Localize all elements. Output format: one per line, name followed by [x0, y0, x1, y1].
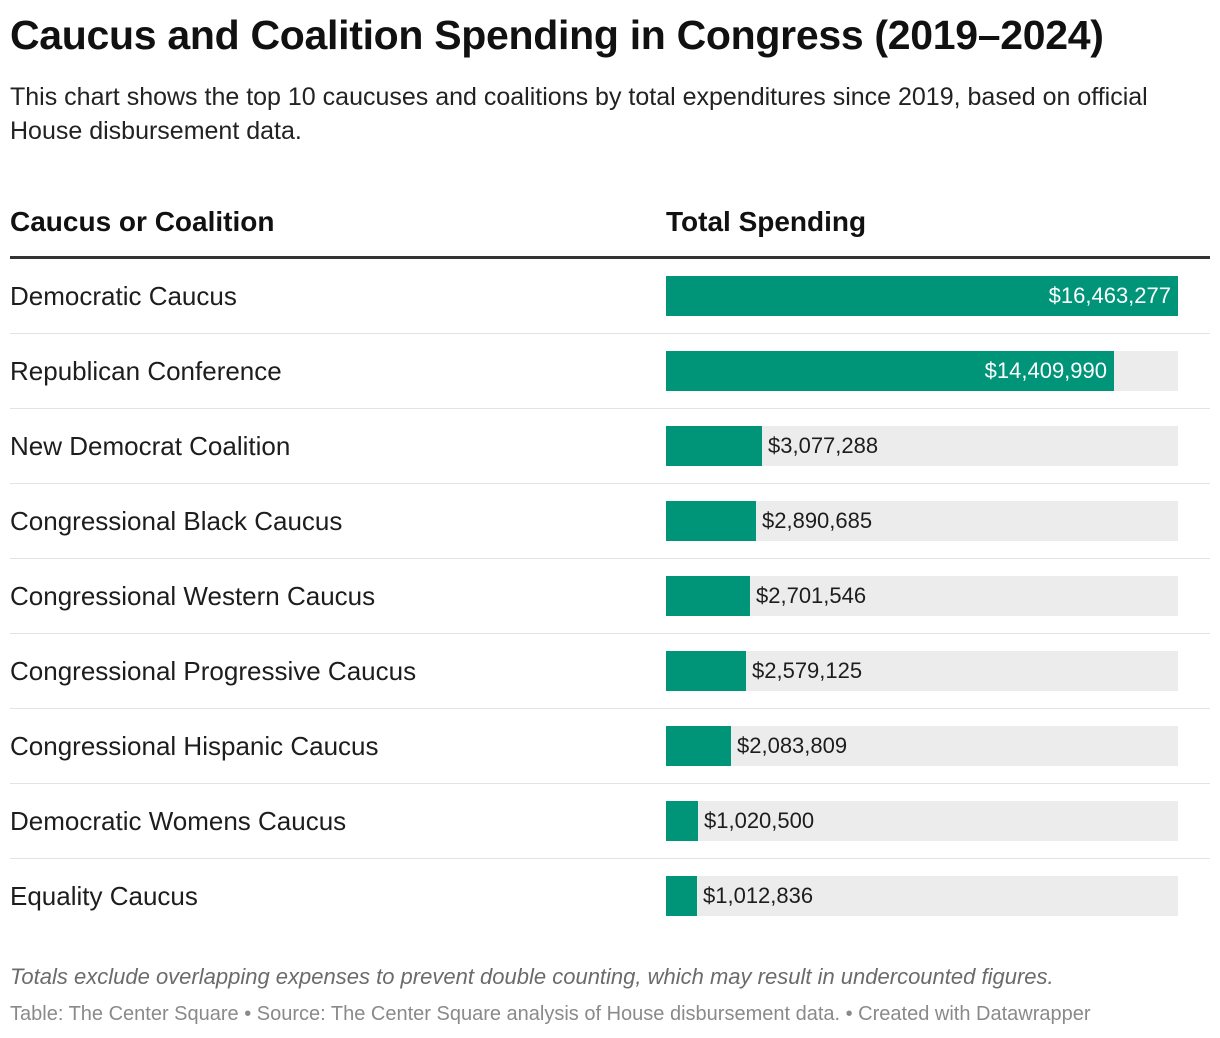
- bar-track: $16,463,277: [666, 276, 1178, 316]
- bar-value-label: $2,579,125: [752, 658, 863, 683]
- table-row: Congressional Black Caucus $2,890,685: [10, 484, 1210, 559]
- bar-track: $3,077,288: [666, 426, 1178, 466]
- table-row: Congressional Hispanic Caucus $2,083,809: [10, 709, 1210, 784]
- table-header: Caucus or Coalition Total Spending: [10, 200, 1210, 259]
- bar-value-label: $2,701,546: [756, 583, 867, 608]
- chart-title: Caucus and Coalition Spending in Congres…: [10, 12, 1104, 58]
- bar: [666, 351, 1114, 391]
- bar: [666, 801, 698, 841]
- bar-track: $1,020,500: [666, 801, 1178, 841]
- row-label: Congressional Progressive Caucus: [10, 656, 417, 686]
- bar: [666, 651, 746, 691]
- table-row: Democratic Caucus $16,463,277: [10, 259, 1210, 334]
- bar: [666, 876, 697, 916]
- chart-subtitle: This chart shows the top 10 caucuses and…: [10, 83, 1148, 145]
- bar: [666, 501, 756, 541]
- row-label: Republican Conference: [10, 356, 282, 386]
- bar-value-label: $2,083,809: [737, 733, 848, 758]
- row-label: Democratic Womens Caucus: [10, 806, 347, 836]
- chart-notes: Totals exclude overlapping expenses to p…: [10, 964, 1054, 989]
- bar-track: $14,409,990: [666, 351, 1178, 391]
- bar-value-label: $1,020,500: [704, 808, 815, 833]
- bar-track: $2,579,125: [666, 651, 1178, 691]
- bar-value-label: $14,409,990: [984, 358, 1107, 383]
- bar-value-label: $2,890,685: [762, 508, 873, 533]
- row-label: New Democrat Coalition: [10, 431, 291, 461]
- bar-track: $2,701,546: [666, 576, 1178, 616]
- bar-track: $2,890,685: [666, 501, 1178, 541]
- bar-track: $1,012,836: [666, 876, 1178, 916]
- column-header-caucus[interactable]: Caucus or Coalition: [10, 206, 275, 237]
- table-row: Equality Caucus $1,012,836: [10, 859, 1210, 933]
- row-label: Congressional Hispanic Caucus: [10, 731, 379, 761]
- bar: [666, 576, 750, 616]
- table-row: Democratic Womens Caucus $1,020,500: [10, 784, 1210, 859]
- column-header-total-spending[interactable]: Total Spending: [666, 206, 867, 237]
- bar: [666, 726, 731, 766]
- bar: [666, 276, 1178, 316]
- row-label: Equality Caucus: [10, 881, 198, 911]
- bar-value-label: $1,012,836: [703, 883, 814, 908]
- bar: [666, 426, 762, 466]
- table-row: Congressional Progressive Caucus $2,579,1…: [10, 634, 1210, 709]
- bar-track: $2,083,809: [666, 726, 1178, 766]
- table-row: Congressional Western Caucus $2,701,546: [10, 559, 1210, 634]
- row-label: Congressional Western Caucus: [10, 581, 376, 611]
- row-label: Congressional Black Caucus: [10, 506, 343, 536]
- chart-credits: Table: The Center Square • Source: The C…: [10, 1003, 1091, 1025]
- table-row: Republican Conference $14,409,990: [10, 334, 1210, 409]
- bar-value-label: $3,077,288: [768, 433, 879, 458]
- table-body: Democratic Caucus $16,463,277 Republican C…: [10, 259, 1210, 933]
- row-label: Democratic Caucus: [10, 281, 237, 311]
- bar-value-label: $16,463,277: [1048, 283, 1171, 308]
- table-row: New Democrat Coalition $3,077,288: [10, 409, 1210, 484]
